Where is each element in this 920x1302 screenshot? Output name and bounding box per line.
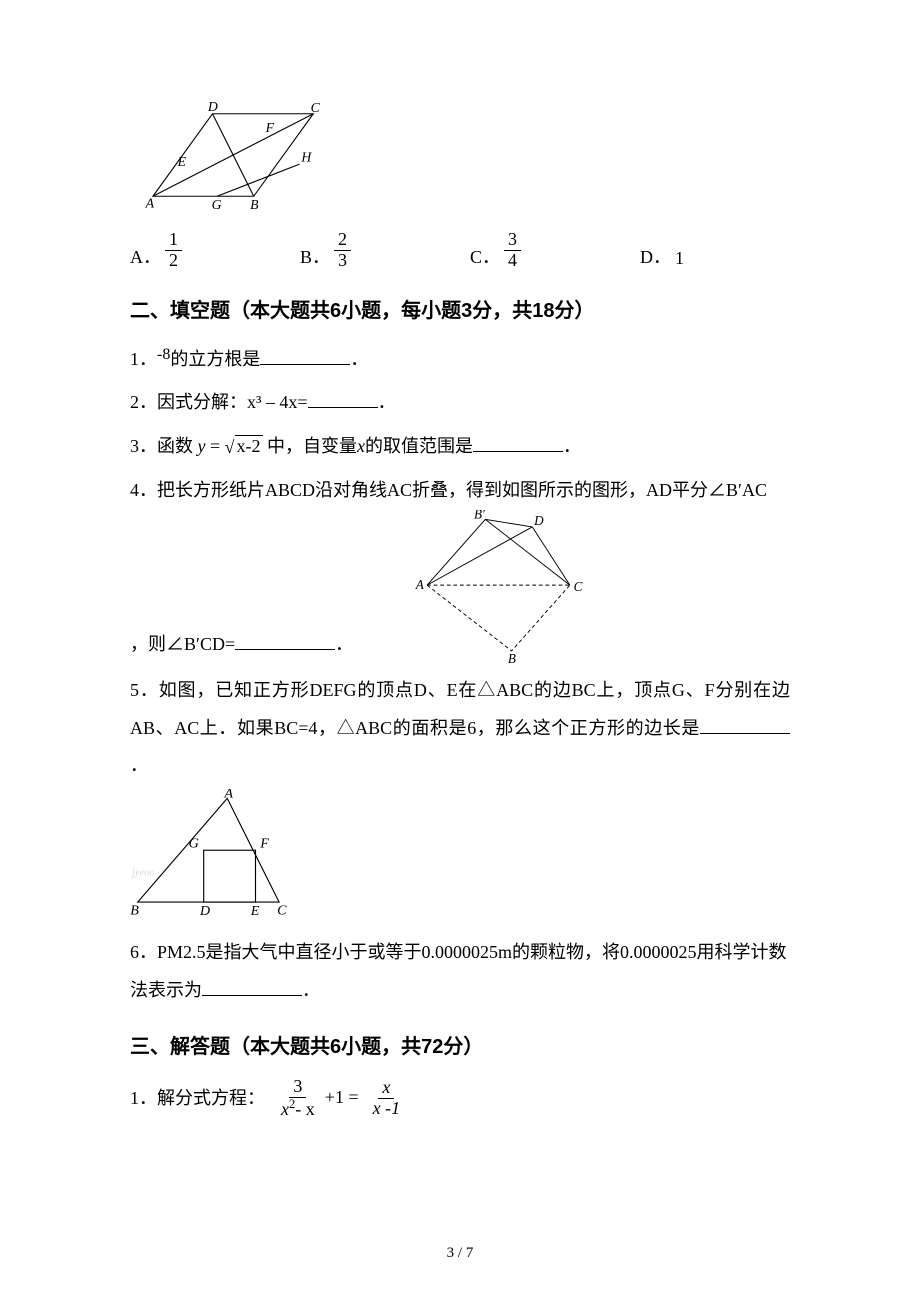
solve-q1-middle: +1 = bbox=[325, 1087, 359, 1108]
fill-q4-line2b: ． bbox=[335, 634, 353, 654]
fill-q3-textb: 中，自变量 bbox=[267, 436, 357, 456]
q10-figure: A B C D E F G H bbox=[140, 100, 790, 215]
fill-q3-blank bbox=[473, 434, 563, 452]
fill-q6-period: ． bbox=[302, 980, 320, 1000]
q5-label-A: A bbox=[223, 789, 233, 801]
fill-q4-blank bbox=[235, 632, 335, 650]
solve-q1-lhs: 3 x2- x bbox=[277, 1077, 319, 1120]
q5-label-E: E bbox=[250, 903, 260, 919]
label-B: B bbox=[250, 197, 259, 210]
q5-label-C: C bbox=[277, 902, 287, 918]
fill-q5-period: ． bbox=[130, 755, 148, 775]
fill-q6-num: 6． bbox=[130, 942, 157, 962]
fill-q1-text: 的立方根是 bbox=[170, 349, 260, 369]
fill-q1-period: ． bbox=[350, 349, 368, 369]
fill-q3-texta: 函数 bbox=[157, 436, 193, 456]
fill-q1-num: 1． bbox=[130, 349, 157, 369]
fill-q4-line2a: ，则∠B′CD= bbox=[130, 634, 235, 654]
fill-q3-period: ． bbox=[563, 436, 581, 456]
fill-q3: 3．函数 y = x-2 中，自变量x的取值范围是． bbox=[130, 428, 790, 466]
fill-q2-period: ． bbox=[378, 392, 396, 412]
q5-label-F: F bbox=[259, 836, 269, 852]
fill-q3-num: 3． bbox=[130, 436, 157, 456]
page-number: 3 / 7 bbox=[0, 1245, 920, 1262]
fill-q3-x: x bbox=[237, 436, 246, 456]
opt-c-num: 3 bbox=[504, 230, 521, 251]
section2-title: 二、填空题（本大题共6小题，每小题3分，共18分） bbox=[130, 294, 790, 323]
opt-b-den: 3 bbox=[334, 251, 351, 271]
opt-a-fraction: 1 2 bbox=[165, 230, 182, 271]
q4-label-Bp: B′ bbox=[474, 510, 486, 521]
q5-watermark: jyeoo bbox=[130, 868, 154, 879]
fill-q3-x2: x bbox=[357, 436, 365, 456]
q5-label-G: G bbox=[189, 836, 199, 852]
fill-q5-num: 5． bbox=[130, 680, 159, 700]
label-E: E bbox=[177, 154, 187, 169]
fill-q4-num: 4． bbox=[130, 480, 157, 500]
opt-b-num: 2 bbox=[334, 230, 351, 251]
solve-q1-rhs-den: x -1 bbox=[373, 1098, 400, 1118]
opt-b-fraction: 2 3 bbox=[334, 230, 351, 271]
opt-c-letter: C． bbox=[470, 243, 500, 269]
q10-options: A． 1 2 B． 2 3 C． 3 4 D． 1 bbox=[130, 230, 790, 269]
label-F: F bbox=[265, 120, 275, 135]
q4-figure: A C D B′ B bbox=[413, 510, 598, 670]
fill-q6: 6．PM2.5是指大气中直径小于或等于0.0000025m的颗粒物，将0.000… bbox=[130, 934, 790, 1010]
q4-label-C: C bbox=[574, 579, 583, 594]
solve-q1-label: 解分式方程： bbox=[157, 1084, 265, 1110]
opt-c-fraction: 3 4 bbox=[504, 230, 521, 271]
fill-q3-eq: = bbox=[210, 436, 220, 456]
fill-q1-blank bbox=[260, 347, 350, 365]
fill-q3-m2: -2 bbox=[246, 436, 261, 456]
opt-d-letter: D． bbox=[640, 243, 671, 269]
label-D: D bbox=[207, 100, 218, 114]
solve-q1-rhs: x x -1 bbox=[369, 1078, 404, 1119]
label-G: G bbox=[212, 197, 222, 210]
opt-a-num: 1 bbox=[165, 230, 182, 251]
solve-q1-rhs-num: x bbox=[382, 1077, 390, 1097]
opt-a-letter: A． bbox=[130, 243, 161, 269]
solve-q1-lhs-b: - x bbox=[295, 1099, 315, 1119]
solve-q1-lhs-num: 3 bbox=[289, 1077, 306, 1098]
fill-q2: 2．因式分解：x³ – 4x= ． bbox=[130, 384, 790, 422]
fill-q2-num: 2． bbox=[130, 392, 157, 412]
solve-q1-lhs-den: x2- x bbox=[277, 1098, 319, 1120]
section3-title: 三、解答题（本大题共6小题，共72分） bbox=[130, 1030, 790, 1059]
fill-q6-blank bbox=[202, 978, 302, 996]
q5-label-D: D bbox=[199, 903, 210, 919]
fill-q2-blank bbox=[308, 390, 378, 408]
label-A: A bbox=[145, 195, 155, 210]
solve-q1-lhs-x: x bbox=[281, 1099, 289, 1119]
fill-q1: 1．-8的立方根是 ． bbox=[130, 341, 790, 379]
fill-q3-textc: 的取值范围是 bbox=[365, 436, 473, 456]
opt-d-text: 1 bbox=[675, 248, 684, 269]
fill-q1-minus8: -8 bbox=[157, 346, 170, 363]
fill-q5-text: 如图，已知正方形DEFG的顶点D、E在△ABC的边BC上，顶点G、F分别在边AB… bbox=[130, 680, 790, 738]
label-C: C bbox=[311, 100, 321, 115]
opt-b-letter: B． bbox=[300, 243, 330, 269]
q4-label-D: D bbox=[533, 513, 544, 528]
q4-label-A: A bbox=[415, 577, 425, 592]
opt-c-den: 4 bbox=[504, 251, 521, 271]
fill-q4: 4．把长方形纸片ABCD沿对角线AC折叠，得到如图所示的图形，AD平分∠B′AC… bbox=[130, 472, 790, 672]
fill-q2-text: 因式分解： bbox=[157, 392, 247, 412]
fill-q4-line1: 把长方形纸片ABCD沿对角线AC折叠，得到如图所示的图形，AD平分∠B′AC bbox=[157, 480, 767, 500]
q4-label-B: B bbox=[508, 651, 516, 665]
solve-q1-num: 1． bbox=[130, 1084, 157, 1110]
label-H: H bbox=[300, 149, 312, 164]
fill-q2-expr: x³ – 4x= bbox=[247, 392, 308, 412]
solve-q1: 1． 解分式方程： 3 x2- x +1 = x x -1 bbox=[130, 1077, 790, 1118]
fill-q5: 5．如图，已知正方形DEFG的顶点D、E在△ABC的边BC上，顶点G、F分别在边… bbox=[130, 672, 790, 785]
fill-q5-blank bbox=[700, 716, 790, 734]
q5-label-B: B bbox=[130, 902, 139, 918]
q5-figure: jyeoo A B C D E F G bbox=[130, 789, 790, 924]
opt-a-den: 2 bbox=[165, 251, 182, 271]
fill-q3-y: y bbox=[198, 436, 206, 456]
